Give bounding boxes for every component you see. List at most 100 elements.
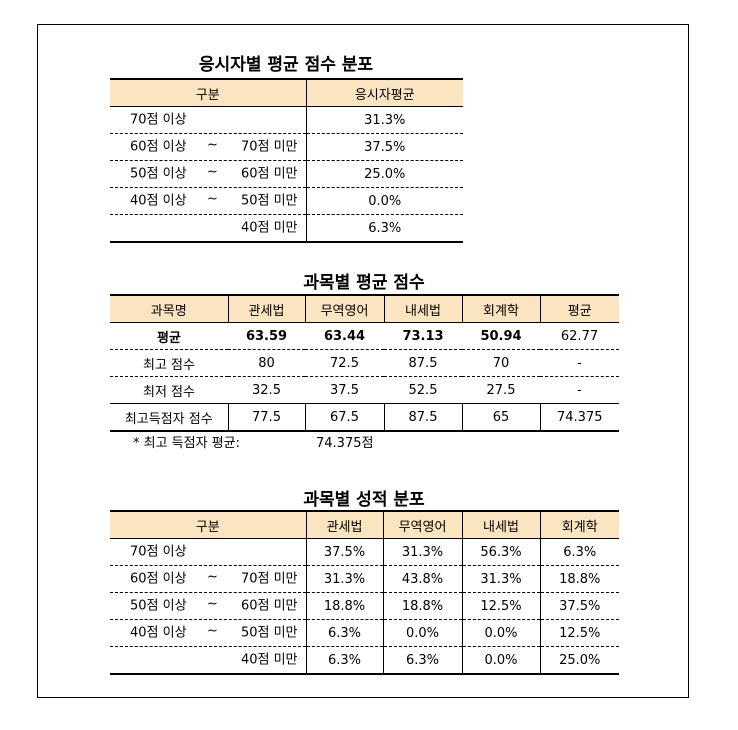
table-row: 40점 미만 6.3% (110, 214, 463, 243)
header-cell: 무역영어 (382, 510, 462, 539)
value-cell: 37.5% (539, 592, 619, 620)
subject-distribution-table: 구분 관세법 무역영어 내세법 회계학 70점 이상 37.5% 31.3% 5… (110, 510, 619, 675)
value-cell: 31.3% (305, 106, 463, 134)
header-cell: 과목명 (110, 294, 228, 323)
value-cell: 37.5 (330, 382, 359, 398)
row-label: 최저 점수 (143, 384, 195, 400)
range-cell: 40점 이상 ~ 50점 미만 (110, 187, 306, 215)
table-header-row: 구분 관세법 무역영어 내세법 회계학 (110, 510, 619, 539)
range-tilde: ~ (207, 137, 218, 153)
range-to: 70점 미만 (240, 571, 298, 587)
header-cell: 평균 (539, 294, 619, 323)
table-row: 50점 이상 ~ 60점 미만 25.0% (110, 160, 463, 188)
value-cell: 31.3% (461, 565, 540, 593)
value-cell: 31.3% (382, 538, 462, 566)
range-tilde: ~ (207, 164, 218, 180)
range-from: 70점 이상 (130, 544, 187, 560)
table-row: 60점 이상 ~ 70점 미만 31.3% 43.8% 31.3% 18.8% (110, 565, 619, 593)
value-cell: 65 (461, 403, 540, 432)
value-cell: 6.3% (305, 619, 383, 647)
range-to: 40점 미만 (240, 220, 298, 236)
range-to: 50점 미만 (240, 193, 298, 209)
table-header-row: 과목명 관세법 무역영어 내세법 회계학 평균 (110, 294, 619, 323)
header-cell: 내세법 (461, 510, 540, 539)
value-cell: 77.5 (227, 403, 305, 432)
note-label: * 최고 득점자 평균: (133, 436, 240, 451)
value-cell: 0.0% (382, 619, 462, 647)
value-cell: 25.0% (305, 160, 463, 188)
value-cell: - (577, 382, 582, 398)
range-from: 70점 이상 (130, 112, 187, 128)
range-tilde: ~ (207, 596, 218, 612)
range-tilde: ~ (207, 623, 218, 639)
header-cell: 구분 (110, 510, 306, 539)
value-cell: 12.5% (461, 592, 540, 620)
header-cell: 회계학 (539, 510, 619, 539)
header-cell: 내세법 (383, 294, 462, 323)
table-row: 60점 이상 ~ 70점 미만 37.5% (110, 133, 463, 161)
value-cell: 87.5 (383, 403, 462, 432)
value-cell: 18.8% (382, 592, 462, 620)
value-cell: 32.5 (252, 382, 281, 398)
row-label: 최고 점수 (110, 349, 228, 377)
table-row: 50점 이상 ~ 60점 미만 18.8% 18.8% 12.5% 37.5% (110, 592, 619, 620)
range-cell: 50점 이상 ~ 60점 미만 (110, 592, 306, 620)
table-row: 70점 이상 37.5% 31.3% 56.3% 6.3% (110, 538, 619, 566)
value-cell: - (540, 349, 619, 377)
value-cell: 56.3% (461, 538, 540, 566)
value-cell: 37.5% (305, 538, 383, 566)
table-row: 70점 이상 31.3% (110, 106, 463, 134)
range-from: 40점 이상 (130, 193, 187, 209)
value-cell: 0.0% (461, 646, 540, 675)
table-row: 최저 점수 32.5 37.5 52.5 27.5 - (110, 377, 619, 404)
range-cell: 40점 미만 (110, 214, 306, 243)
range-to: 40점 미만 (240, 652, 298, 668)
table-row: 40점 이상 ~ 50점 미만 6.3% 0.0% 0.0% 12.5% (110, 619, 619, 647)
value-cell: 25.0% (539, 646, 619, 675)
value-cell: 80 (228, 349, 305, 377)
header-cell: 응시자평균 (305, 78, 463, 107)
t2-title: 과목별 평균 점수 (303, 273, 425, 293)
header-cell: 무역영어 (304, 294, 384, 323)
range-cell: 60점 이상 ~ 70점 미만 (110, 565, 306, 593)
range-from: 40점 이상 (130, 625, 187, 641)
subject-average-table: 과목명 관세법 무역영어 내세법 회계학 평균 평균 63.59 63.44 7… (110, 294, 619, 432)
value-cell: 63.44 (305, 322, 384, 350)
range-cell: 70점 이상 (110, 538, 306, 566)
header-cell: 관세법 (305, 510, 383, 539)
header-cell: 구분 (110, 78, 306, 107)
row-label: 평균 (110, 322, 228, 350)
value-cell: 50.94 (462, 322, 540, 350)
row-label: 최고득점자 점수 (110, 403, 228, 432)
range-tilde: ~ (207, 569, 218, 585)
value-cell: 67.5 (304, 403, 384, 432)
value-cell: 27.5 (486, 382, 516, 398)
value-cell: 6.3% (305, 646, 383, 675)
value-cell: 31.3% (305, 565, 383, 593)
range-from: 50점 이상 (130, 598, 187, 614)
document-frame (37, 24, 689, 698)
t3-title: 과목별 성적 분포 (303, 490, 425, 510)
range-cell: 40점 미만 (110, 646, 306, 675)
value-cell: 74.375 (539, 403, 619, 432)
value-cell: 70 (462, 349, 540, 377)
range-cell: 40점 이상 ~ 50점 미만 (110, 619, 306, 647)
range-from: 60점 이상 (130, 139, 187, 155)
range-cell: 60점 이상 ~ 70점 미만 (110, 133, 306, 161)
table-row: 평균 63.59 63.44 73.13 50.94 62.77 (110, 322, 619, 350)
table-header-row: 구분 응시자평균 (110, 78, 463, 107)
range-from: 60점 이상 (130, 571, 187, 587)
note-value: 74.375점 (316, 436, 374, 451)
value-cell: 6.3% (382, 646, 462, 675)
range-to: 70점 미만 (240, 139, 298, 155)
header-cell: 관세법 (227, 294, 305, 323)
range-cell: 70점 이상 (110, 106, 306, 134)
value-cell: 0.0% (461, 619, 540, 647)
value-cell: 63.59 (228, 322, 305, 350)
value-cell: 43.8% (382, 565, 462, 593)
range-tilde: ~ (207, 191, 218, 207)
range-to: 60점 미만 (240, 598, 298, 614)
table-row: 최고득점자 점수 77.5 67.5 87.5 65 74.375 (110, 403, 619, 432)
value-cell: 6.3% (539, 538, 619, 566)
range-to: 50점 미만 (240, 625, 298, 641)
